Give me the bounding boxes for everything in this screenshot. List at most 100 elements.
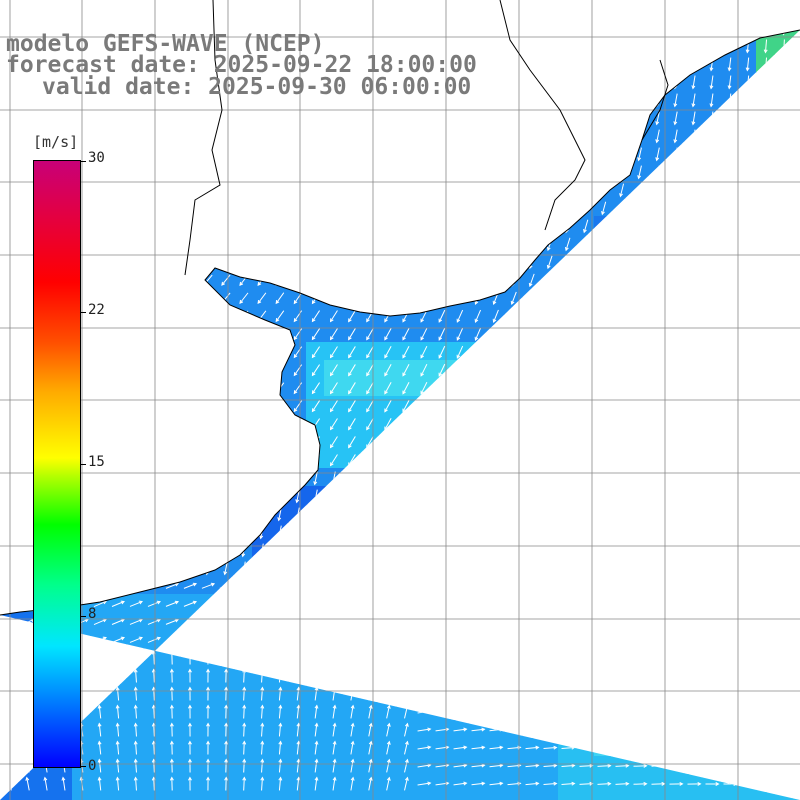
wind-arrow (329, 130, 338, 143)
wind-speed-cell (414, 360, 433, 379)
wind-arrow (583, 309, 589, 324)
wind-speed-cell (396, 108, 415, 127)
wind-speed-cell (702, 306, 721, 325)
wind-speed-cell (504, 234, 523, 253)
wind-speed-cell (648, 612, 667, 631)
wind-arrow (166, 166, 177, 178)
wind-speed-cell (630, 792, 649, 800)
wind-speed-cell (360, 666, 379, 685)
wind-speed-cell (648, 234, 667, 253)
wind-speed-cell (306, 450, 325, 469)
wind-arrow (637, 327, 642, 342)
wind-arrow (112, 347, 124, 358)
wind-arrow (384, 238, 392, 251)
wind-arrow (420, 363, 428, 377)
wind-arrow (115, 740, 120, 755)
wind-speed-cell (774, 162, 793, 181)
wind-speed-cell (666, 396, 685, 415)
wind-speed-cell (108, 198, 127, 217)
wind-arrow (691, 57, 696, 72)
wind-arrow (420, 201, 428, 215)
colorbar-tick (80, 312, 86, 313)
wind-arrow (385, 525, 390, 540)
wind-speed-cell (252, 630, 271, 649)
wind-arrow (456, 201, 464, 215)
wind-speed-cell (126, 396, 145, 415)
wind-arrow (40, 113, 52, 123)
wind-speed-cell (324, 702, 343, 721)
wind-arrow (745, 93, 750, 108)
wind-arrow (564, 129, 571, 144)
wind-arrow (655, 309, 660, 324)
wind-speed-cell (666, 612, 685, 631)
wind-arrow (257, 202, 267, 215)
wind-speed-cell (432, 486, 451, 505)
wind-arrow (493, 525, 498, 540)
wind-arrow (781, 291, 786, 306)
wind-speed-cell (324, 0, 343, 19)
wind-speed-cell (612, 612, 631, 631)
wind-speed-cell (90, 792, 109, 800)
wind-arrow (619, 543, 624, 558)
wind-speed-cell (612, 36, 631, 55)
wind-arrow (474, 327, 482, 341)
wind-speed-cell (756, 522, 775, 541)
wind-arrow (313, 561, 318, 576)
wind-speed-cell (198, 270, 217, 289)
wind-speed-cell (612, 738, 631, 757)
wind-arrow (130, 113, 141, 124)
wind-speed-cell (270, 594, 289, 613)
wind-arrow (709, 417, 714, 432)
wind-speed-cell (684, 378, 703, 397)
wind-speed-cell (558, 702, 577, 721)
wind-speed-cell (486, 144, 505, 163)
wind-arrow (633, 691, 648, 696)
wind-arrow (619, 471, 624, 486)
wind-speed-cell (144, 630, 163, 649)
wind-arrow (651, 709, 666, 714)
wind-arrow (759, 637, 774, 642)
wind-arrow (329, 220, 338, 233)
wind-speed-cell (486, 576, 505, 595)
wind-speed-cell (288, 108, 307, 127)
wind-speed-cell (738, 72, 757, 91)
wind-speed-cell (432, 702, 451, 721)
wind-arrow (111, 582, 125, 589)
wind-speed-cell (450, 756, 469, 775)
wind-arrow (403, 525, 408, 540)
wind-speed-cell (558, 576, 577, 595)
wind-arrow (601, 309, 607, 324)
wind-arrow (366, 166, 374, 179)
wind-arrow (381, 600, 396, 607)
wind-arrow (22, 257, 34, 267)
wind-speed-cell (342, 432, 361, 451)
wind-arrow (133, 489, 138, 504)
wind-arrow (438, 219, 446, 233)
wind-arrow (745, 417, 750, 432)
wind-speed-cell (252, 612, 271, 631)
wind-arrow (579, 673, 594, 678)
wind-speed-cell (792, 540, 800, 559)
wind-speed-cell (684, 36, 703, 55)
wind-speed-cell (234, 612, 253, 631)
wind-speed-cell (360, 108, 379, 127)
wind-speed-cell (144, 432, 163, 451)
wind-speed-cell (792, 342, 800, 361)
wind-arrow (546, 147, 553, 162)
wind-arrow (349, 4, 356, 15)
wind-speed-cell (558, 396, 577, 415)
wind-arrow (601, 489, 606, 504)
wind-speed-cell (486, 432, 505, 451)
wind-speed-cell (396, 576, 415, 595)
wind-arrow (474, 309, 482, 323)
wind-speed-cell (144, 360, 163, 379)
wind-speed-cell (252, 108, 271, 127)
wind-arrow (529, 507, 534, 522)
wind-speed-cell (162, 378, 181, 397)
valid-date: valid date: 2025-09-30 06:00:00 (42, 74, 472, 100)
wind-speed-cell (378, 108, 397, 127)
wind-speed-cell (522, 360, 541, 379)
wind-speed-cell (522, 504, 541, 523)
wind-speed-cell (162, 144, 181, 163)
wind-arrow (368, 776, 373, 791)
